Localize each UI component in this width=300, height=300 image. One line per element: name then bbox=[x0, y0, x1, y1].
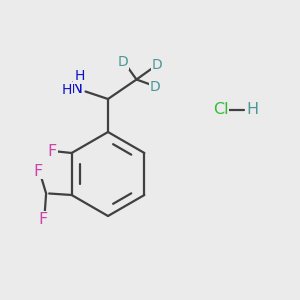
Text: F: F bbox=[33, 164, 42, 178]
Text: Cl: Cl bbox=[213, 102, 228, 117]
Text: F: F bbox=[47, 144, 57, 159]
Text: N: N bbox=[70, 81, 83, 96]
Text: H: H bbox=[74, 69, 85, 83]
Text: D: D bbox=[150, 80, 160, 94]
Text: D: D bbox=[118, 55, 128, 69]
Text: D: D bbox=[152, 58, 162, 72]
Text: F: F bbox=[38, 212, 48, 226]
Text: H: H bbox=[246, 102, 258, 117]
Text: H: H bbox=[61, 83, 72, 97]
